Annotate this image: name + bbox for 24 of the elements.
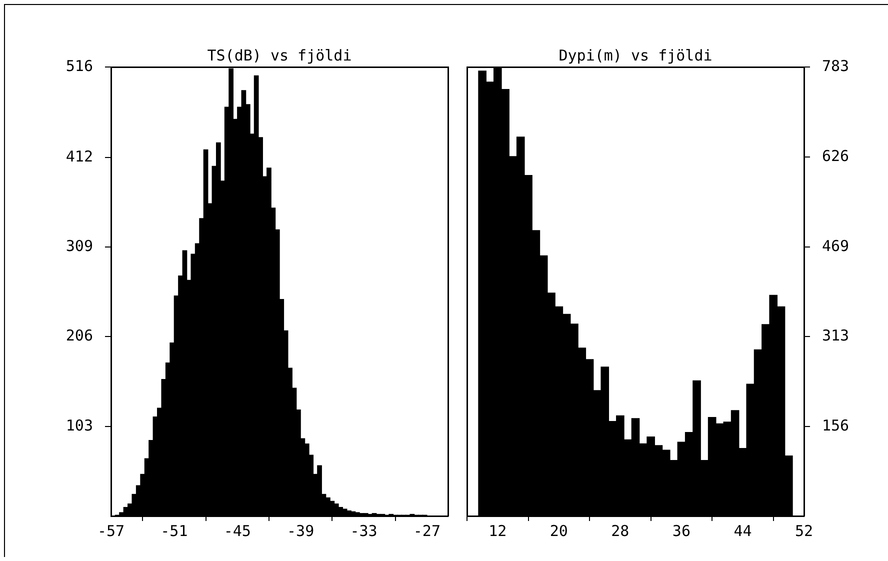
x-tick-label: -33	[350, 522, 378, 540]
x-tick-label: 20	[550, 522, 568, 540]
chart-title: TS(dB) vs fjöldi	[207, 46, 352, 64]
y-tick-label: 313	[822, 326, 850, 344]
x-tick-label: 12	[488, 522, 507, 540]
x-tick-label: -57	[97, 522, 125, 540]
y-tick-label: 516	[66, 56, 93, 75]
x-tick-label: 28	[611, 522, 630, 540]
y-tick-label: 156	[822, 416, 850, 434]
x-tick-label: -51	[160, 522, 188, 540]
x-tick-label: 36	[672, 522, 690, 540]
chart-title: Dypi(m) vs fjöldi	[558, 46, 712, 64]
y-tick-label: 309	[66, 237, 93, 256]
y-tick-label: 412	[66, 147, 93, 166]
x-tick-label: -39	[287, 522, 314, 540]
y-tick-label: 103	[66, 416, 93, 434]
x-tick-label: -45	[224, 522, 251, 540]
x-tick-label: 52	[794, 522, 814, 540]
y-tick-label: 469	[822, 236, 850, 255]
y-tick-label: 206	[66, 326, 93, 345]
x-tick-label: -27	[413, 522, 440, 540]
y-tick-label: 783	[822, 56, 850, 75]
y-tick-label: 626	[822, 146, 850, 165]
x-tick-label: 44	[734, 522, 752, 540]
